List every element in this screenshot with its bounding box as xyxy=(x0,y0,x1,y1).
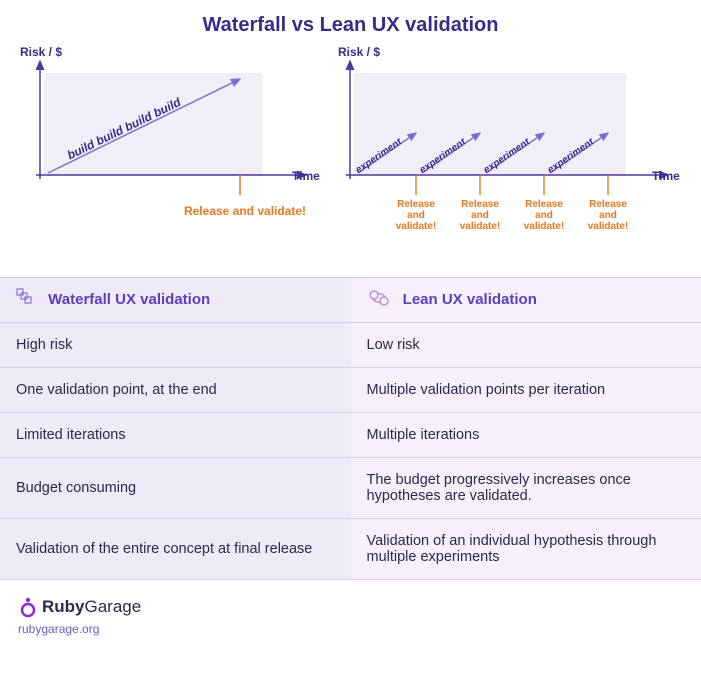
cell-left: Validation of the entire concept at fina… xyxy=(0,519,351,580)
logo-text-2: Garage xyxy=(85,597,142,616)
cell-right: Multiple iterations xyxy=(351,413,701,458)
axis-y-label: Risk / $ xyxy=(20,45,62,59)
boxes-icon xyxy=(16,288,38,312)
axis-y-label: Risk / $ xyxy=(338,45,380,59)
logo: RubyGarage xyxy=(18,596,701,618)
cell-right: The budget progressively increases once … xyxy=(351,458,701,519)
axis-x-label: Time xyxy=(652,169,680,183)
lean-chart: Risk / $ experimentexperimentexperimente… xyxy=(332,45,687,273)
table-row: Limited iterationsMultiple iterations xyxy=(0,413,701,458)
header-right-text: Lean UX validation xyxy=(403,291,537,308)
logo-text-1: Ruby xyxy=(42,597,85,616)
table-header-waterfall: Waterfall UX validation xyxy=(0,278,351,323)
comparison-table: Waterfall UX validation Lean UX validati… xyxy=(0,277,701,580)
cell-left: One validation point, at the end xyxy=(0,368,351,413)
cell-right: Validation of an individual hypothesis t… xyxy=(351,519,701,580)
release-label: Releaseandvalidate! xyxy=(390,199,442,232)
table-row: High riskLow risk xyxy=(0,323,701,368)
table-row: One validation point, at the endMultiple… xyxy=(0,368,701,413)
axis-x-label: Time xyxy=(292,169,320,183)
release-label: Releaseandvalidate! xyxy=(582,199,634,232)
lean-svg xyxy=(332,45,682,195)
footer: RubyGarage rubygarage.org xyxy=(0,580,701,636)
release-label: Releaseandvalidate! xyxy=(518,199,570,232)
cell-left: Budget consuming xyxy=(0,458,351,519)
table-header-lean: Lean UX validation xyxy=(351,278,701,323)
release-label: Release and validate! xyxy=(170,205,320,218)
page-title: Waterfall vs Lean UX validation xyxy=(0,0,701,45)
cell-right: Low risk xyxy=(351,323,701,368)
waterfall-chart: Risk / $ build build build build Time Re… xyxy=(14,45,314,273)
footer-url: rubygarage.org xyxy=(18,622,701,636)
cell-left: High risk xyxy=(0,323,351,368)
release-label: Releaseandvalidate! xyxy=(454,199,506,232)
table-row: Budget consumingThe budget progressively… xyxy=(0,458,701,519)
waterfall-svg xyxy=(14,45,314,195)
header-left-text: Waterfall UX validation xyxy=(48,291,210,308)
logo-icon xyxy=(18,596,38,618)
charts-row: Risk / $ build build build build Time Re… xyxy=(0,45,701,277)
cell-right: Multiple validation points per iteration xyxy=(351,368,701,413)
cell-left: Limited iterations xyxy=(0,413,351,458)
table-row: Validation of the entire concept at fina… xyxy=(0,519,701,580)
gears-cycle-icon xyxy=(367,288,393,312)
